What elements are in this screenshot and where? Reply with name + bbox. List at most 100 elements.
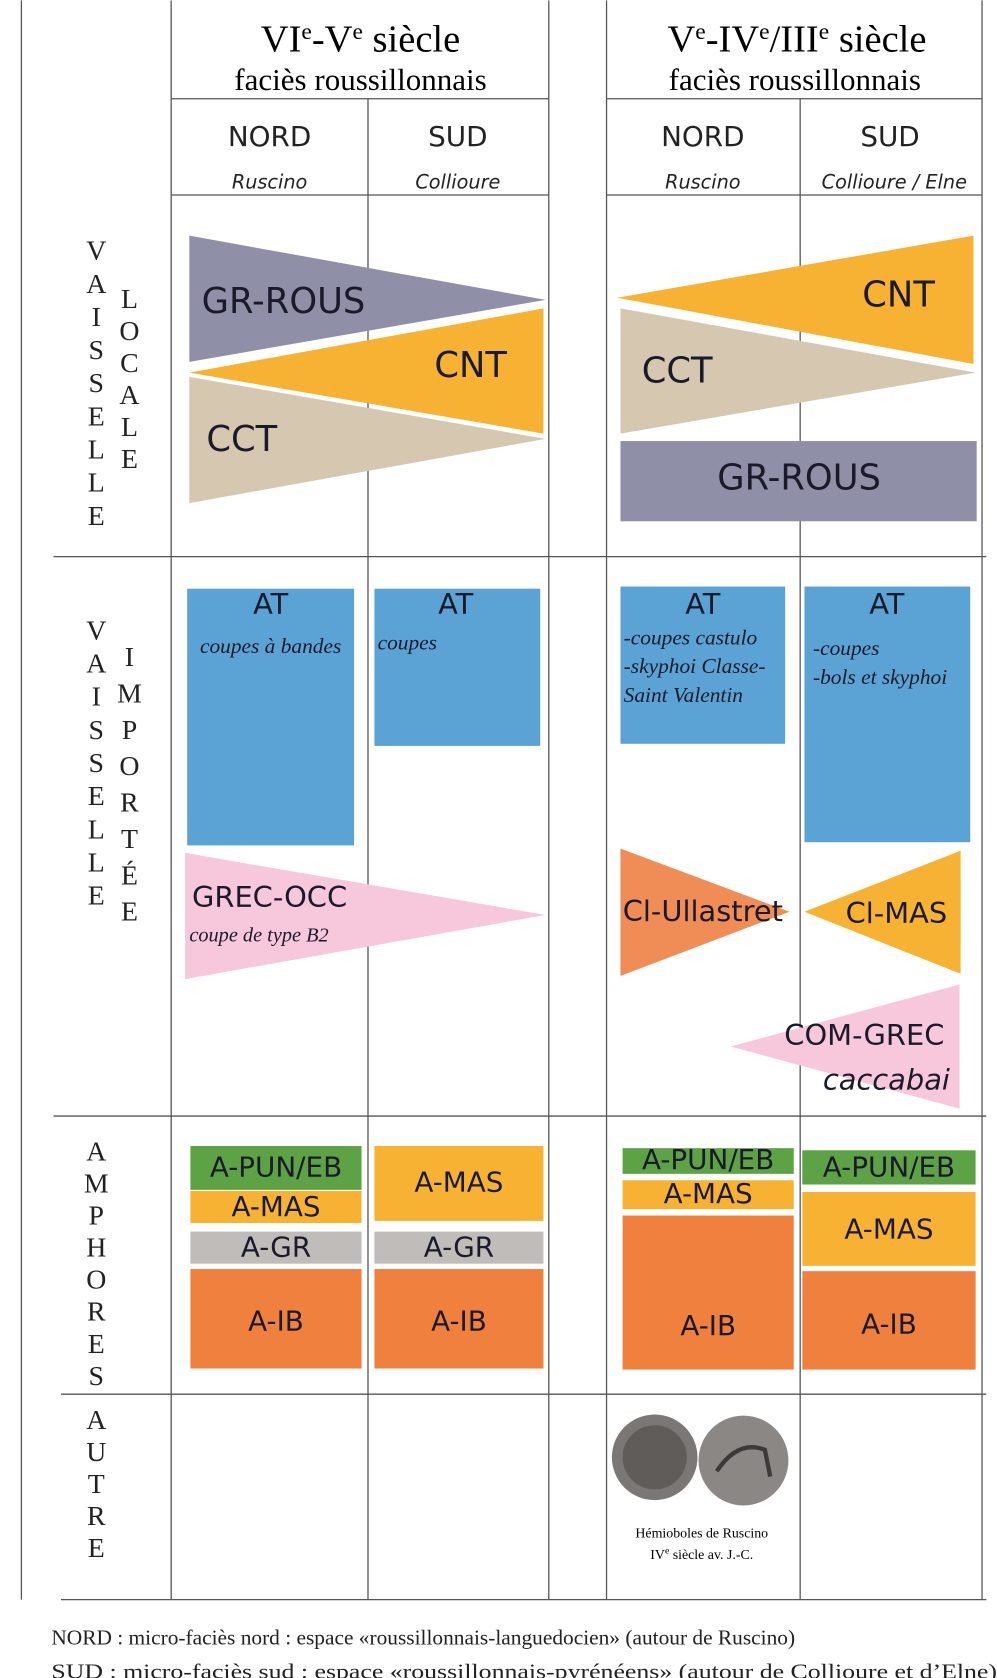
ware-label: AT — [685, 587, 721, 621]
amphora-block — [802, 1192, 976, 1266]
ware-label: A-PUN/EB — [210, 1150, 342, 1183]
grec-occ-wedge — [185, 852, 546, 980]
ware-label: Cl-MAS — [846, 896, 948, 930]
period-subtitle: faciès roussillonnais — [669, 62, 921, 97]
ware-label: A-GR — [424, 1231, 494, 1264]
ullastret-wedge — [620, 848, 790, 976]
at-block — [804, 586, 971, 843]
coin-relief — [714, 1445, 773, 1477]
amphora-block — [190, 1190, 362, 1224]
ware-label: COM-GREC — [784, 1018, 944, 1052]
column-site: Ruscino — [232, 171, 308, 194]
amphorae: A-PUN/EB A-MAS A-GR A-IB A-MAS A-GR A-IB… — [190, 1143, 976, 1370]
text: VI — [261, 19, 302, 61]
column-header: NORD — [661, 120, 744, 153]
ware-note: -bols et skyphoi — [813, 665, 947, 689]
column-site: Ruscino — [665, 171, 741, 194]
cnt-wedge — [189, 308, 544, 434]
ware-label: CNT — [434, 345, 507, 386]
amphora-block — [374, 1146, 544, 1221]
column-header: SUD — [860, 120, 919, 153]
amphora-block — [622, 1148, 794, 1174]
ware-note: coupe de type B2 — [189, 925, 328, 947]
ware-label: CCT — [642, 351, 713, 392]
at-block — [620, 586, 786, 744]
ware-label: GR-ROUS — [717, 458, 881, 499]
text: e — [759, 19, 769, 45]
ware-label: A-MAS — [844, 1213, 933, 1246]
text: siècle av. J.-C. — [669, 1548, 753, 1563]
amphora-block — [190, 1146, 362, 1190]
amphora-block — [802, 1271, 976, 1370]
text: siècle — [363, 19, 460, 61]
column-header: NORD — [228, 120, 311, 153]
ware-label: A-MAS — [414, 1165, 503, 1198]
text: siècle — [829, 19, 926, 61]
cct-wedge — [189, 376, 546, 504]
ware-label: AT — [438, 587, 474, 621]
footer-note: SUD : micro-faciès sud : espace «roussil… — [51, 1660, 997, 1678]
amphora-block — [622, 1215, 794, 1370]
amphora-block — [622, 1180, 794, 1210]
coin — [698, 1415, 789, 1506]
text: e — [695, 19, 705, 45]
ware-label: A-MAS — [231, 1190, 320, 1223]
at-block — [187, 588, 355, 846]
period-title: VIe-Ve siècle — [261, 19, 460, 61]
ware-note: coupes — [378, 631, 437, 655]
coins — [611, 1414, 789, 1506]
ware-label: A-PUN/EB — [642, 1143, 774, 1176]
ware-label: A-GR — [241, 1231, 311, 1264]
gr-rous-wedge — [189, 235, 546, 362]
ware-label: A-IB — [680, 1309, 736, 1342]
ware-note: -skyphoi Classe- — [624, 654, 766, 678]
ware-label: A-IB — [431, 1305, 487, 1338]
text: V — [667, 19, 695, 61]
row-label: VAISSELLE — [81, 236, 112, 534]
ware-note: -coupes — [813, 636, 879, 660]
text: /III — [770, 19, 819, 61]
footer-note: NORD : micro-faciès nord : espace «rouss… — [51, 1626, 795, 1650]
cnt-wedge — [617, 235, 974, 365]
ware-label: AT — [253, 587, 289, 621]
amphora-block — [190, 1231, 362, 1264]
row-label: IMPORTÉE — [114, 642, 145, 933]
text: -V — [312, 19, 353, 61]
amphora-block — [374, 1269, 544, 1369]
ware-label: AT — [869, 587, 905, 621]
ware-note: coupes à bandes — [200, 634, 341, 658]
ware-label: GR-ROUS — [202, 281, 366, 322]
row-label: AMPHORES — [81, 1136, 112, 1393]
amphora-block — [802, 1150, 976, 1185]
caption: Hémioboles de Ruscino — [635, 1527, 768, 1542]
ware-label: CNT — [862, 275, 935, 316]
ware-label: Cl-Ullastret — [623, 894, 783, 928]
ware-note: -coupes castulo — [624, 625, 758, 649]
row-label: AUTRE — [81, 1405, 112, 1565]
row-label: VAISSELLE — [81, 615, 112, 913]
cct-wedge — [620, 308, 976, 434]
ware-label: CCT — [206, 419, 277, 460]
com-grec-wedge — [730, 984, 960, 1109]
ware-note: Saint Valentin — [624, 683, 743, 707]
ware-label: GREC-OCC — [192, 880, 347, 914]
text: IV — [650, 1548, 665, 1563]
amphora-block — [190, 1269, 362, 1369]
ware-label: A-MAS — [664, 1177, 753, 1210]
ware-label: A-PUN/EB — [823, 1150, 955, 1183]
ware-label: A-IB — [248, 1305, 304, 1338]
text: e — [665, 1546, 669, 1557]
text: e — [819, 19, 829, 45]
amphora-block — [374, 1231, 544, 1264]
column-site: Collioure — [415, 171, 500, 194]
column-header: SUD — [428, 120, 487, 153]
grid — [20, 0, 987, 1601]
coin-relief — [622, 1425, 687, 1490]
column-site: Collioure / Elne — [822, 171, 967, 194]
gr-rous-bar — [620, 441, 977, 522]
text: e — [352, 19, 362, 45]
text: -IV — [706, 19, 760, 61]
ware-note: caccabai — [823, 1062, 950, 1096]
ware-label: A-IB — [861, 1308, 917, 1341]
